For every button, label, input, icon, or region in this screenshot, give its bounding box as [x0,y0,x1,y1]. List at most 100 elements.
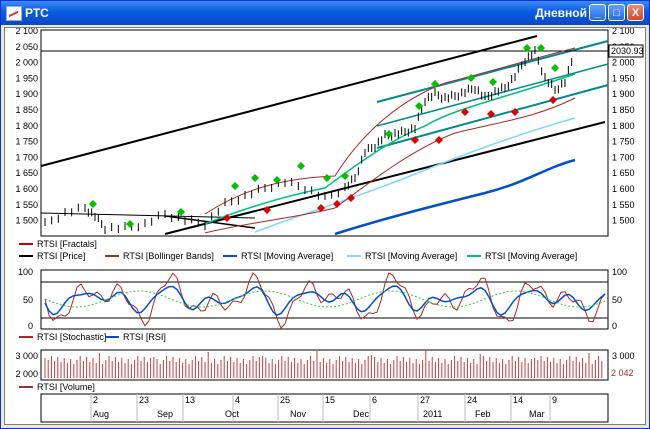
price-panel-frame [40,29,609,237]
indicator-lines [204,47,576,236]
upper-trend-line [40,35,538,167]
price-tick-3-right: 1 950 [612,73,635,83]
osc-tick-right-1: 50 [612,295,622,305]
lower-trend-line [164,121,606,235]
price-tick-12-right: 1 500 [612,216,635,226]
price-legend-entry-4: RTSI [Moving Average] [365,251,457,261]
price-tick-6-right: 1 800 [612,121,635,131]
fractal-up-4 [251,174,259,182]
ma-short-line [204,73,576,225]
osc-tick-left-0: 100 [18,267,33,277]
x-day-label-7: 27 [420,395,430,405]
price-tick-5-right: 1 850 [612,105,635,115]
x-day-label-2: 13 [185,395,195,405]
x-day-label-5: 15 [325,395,335,405]
x-month-label-6: Feb [475,409,491,419]
fractal-up-1 [126,220,134,228]
vol-tick-left-0: 3 000 [15,351,38,361]
volume-y-axis: 3 000 3 000 2 000 [15,351,634,379]
price-tick-11-right: 1 550 [612,200,635,210]
maximize-button[interactable]: □ [608,4,625,21]
price-tick-0-right: 2 100 [612,28,635,36]
fractal-down-8 [487,110,495,118]
title-bar[interactable]: РТС Дневной _ □ X [1,1,649,25]
x-day-label-9: 14 [513,395,523,405]
price-tick-0-left: 2 100 [15,28,38,36]
vol-tick-left-1: 2 000 [15,369,38,379]
price-candles [44,46,573,234]
fractal-up-15 [537,44,545,52]
fractal-up-13 [489,78,497,86]
price-legend-entry-2: RTSI [Bollinger Bands] [123,251,214,261]
close-button[interactable]: X [627,4,644,21]
fractal-up-9 [385,130,393,138]
osc-tick-left-1: 50 [23,295,33,305]
volume-legend: RTSI [Volume] [19,382,95,392]
oscillator-legend: RTSI [Stochastic] RTSI [RSI] [19,332,166,342]
fractal-up-3 [231,182,239,190]
x-month-label-7: Mar [529,409,545,419]
fractal-up-10 [415,102,423,110]
volume-bars [44,350,603,378]
current-price-label: 2030.93 [611,46,644,56]
x-month-label-2: Oct [225,409,240,419]
x-day-label-10: 9 [552,395,557,405]
x-day-label-3: 4 [235,395,240,405]
fractal-up-16 [551,64,559,72]
vol-tick-right-0: 3 000 [612,351,635,361]
price-tick-3-left: 1 950 [15,73,38,83]
price-tick-4-right: 1 900 [612,89,635,99]
vol-legend-entry-0: RTSI [Volume] [37,382,95,392]
fractal-down-4 [347,194,355,202]
price-tick-5-left: 1 850 [15,105,38,115]
bollinger-lower [204,97,576,234]
chart-app-icon [6,6,22,21]
resistance-line-left [40,212,256,219]
x-month-label-3: Nov [290,409,307,419]
x-month-label-1: Sep [157,409,173,419]
fractal-up-2 [177,208,185,216]
price-tick-11-left: 1 550 [15,200,38,210]
x-month-label-0: Aug [93,409,109,419]
x-axis-frame [40,393,609,423]
price-legend-entry-0: RTSI [Fractals] [37,239,97,249]
fractal-down-10 [549,96,557,104]
rsi-line [44,285,606,317]
x-month-label-4: Dec [353,409,370,419]
x-axis: 2 23 13 4 25 15 6 27 24 14 9 Aug Sep Oct Nov Dec 2011 Feb… [90,394,557,422]
price-tick-7-right: 1 750 [612,137,635,147]
osc-legend-entry-0: RTSI [Stochastic] [37,332,106,342]
price-tick-9-left: 1 650 [15,168,38,178]
x-day-label-4: 25 [280,395,290,405]
x-day-label-0: 2 [93,395,98,405]
osc-tick-right-0: 100 [612,267,627,277]
fractal-up-8 [341,172,349,180]
channel-middle [376,63,609,127]
minimize-button[interactable]: _ [589,4,606,21]
price-tick-9-right: 1 650 [612,168,635,178]
timeframe-label: Дневной [535,6,587,20]
fractal-up-7 [323,174,331,182]
price-tick-6-left: 1 800 [15,121,38,131]
price-tick-12-left: 1 500 [15,216,38,226]
fractal-up-14 [523,44,531,52]
x-month-label-5: 2011 [423,409,442,419]
fractal-up-11 [431,80,439,88]
x-day-label-8: 24 [467,395,477,405]
rsi-signal-line [44,290,606,308]
window-title: РТС [25,6,49,20]
fractal-up-6 [297,162,305,170]
osc-tick-left-2: 0 [28,321,33,331]
price-tick-4-left: 1 900 [15,89,38,99]
fractal-down-5 [411,136,419,144]
price-tick-10-left: 1 600 [15,184,38,194]
price-tick-2-right: 2 000 [612,58,635,68]
price-tick-7-left: 1 750 [15,137,38,147]
price-legend-entry-5: RTSI [Moving Average] [485,251,577,261]
osc-legend-entry-1: RTSI [RSI] [123,332,166,342]
volume-current-label: 2 042 [611,368,634,378]
price-tick-2-left: 2 000 [15,58,38,68]
